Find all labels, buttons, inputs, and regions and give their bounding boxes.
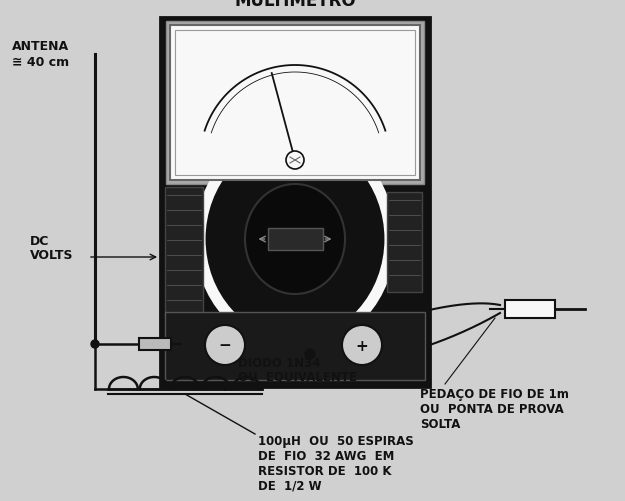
Ellipse shape bbox=[200, 135, 390, 344]
Text: −: − bbox=[219, 338, 231, 353]
Bar bbox=[165, 313, 425, 380]
Text: ANTENA: ANTENA bbox=[12, 40, 69, 53]
Bar bbox=[165, 188, 203, 317]
Circle shape bbox=[91, 340, 99, 348]
Text: ≅ 40 cm: ≅ 40 cm bbox=[12, 56, 69, 69]
Bar bbox=[505, 301, 555, 318]
Circle shape bbox=[205, 325, 245, 365]
Text: DE  FIO  32 AWG  EM: DE FIO 32 AWG EM bbox=[258, 449, 394, 462]
Text: VOLTS: VOLTS bbox=[30, 248, 74, 262]
Circle shape bbox=[305, 349, 315, 359]
Bar bbox=[166, 22, 424, 185]
Text: OU  EQUIVALENTE: OU EQUIVALENTE bbox=[238, 370, 357, 383]
Text: SOLTA: SOLTA bbox=[420, 417, 461, 430]
Circle shape bbox=[286, 152, 304, 170]
Text: PEDAÇO DE FIO DE 1m: PEDAÇO DE FIO DE 1m bbox=[420, 387, 569, 400]
Text: MULTÍMETRO: MULTÍMETRO bbox=[234, 0, 356, 10]
Text: 100μH  OU  50 ESPIRAS: 100μH OU 50 ESPIRAS bbox=[258, 434, 414, 447]
Bar bbox=[139, 338, 171, 350]
Text: DIODO 1N34: DIODO 1N34 bbox=[238, 356, 321, 369]
Text: DC: DC bbox=[30, 234, 49, 247]
Ellipse shape bbox=[245, 185, 345, 295]
Text: +: + bbox=[356, 339, 368, 354]
Bar bbox=[160, 18, 430, 387]
Text: OU  PONTA DE PROVA: OU PONTA DE PROVA bbox=[420, 402, 564, 415]
Circle shape bbox=[342, 325, 382, 365]
Bar bbox=[268, 228, 322, 250]
Text: DE  1/2 W: DE 1/2 W bbox=[258, 479, 322, 492]
Bar bbox=[170, 26, 420, 181]
Bar bbox=[175, 31, 415, 176]
Text: RESISTOR DE  100 K: RESISTOR DE 100 K bbox=[258, 464, 391, 477]
Bar bbox=[387, 192, 422, 293]
